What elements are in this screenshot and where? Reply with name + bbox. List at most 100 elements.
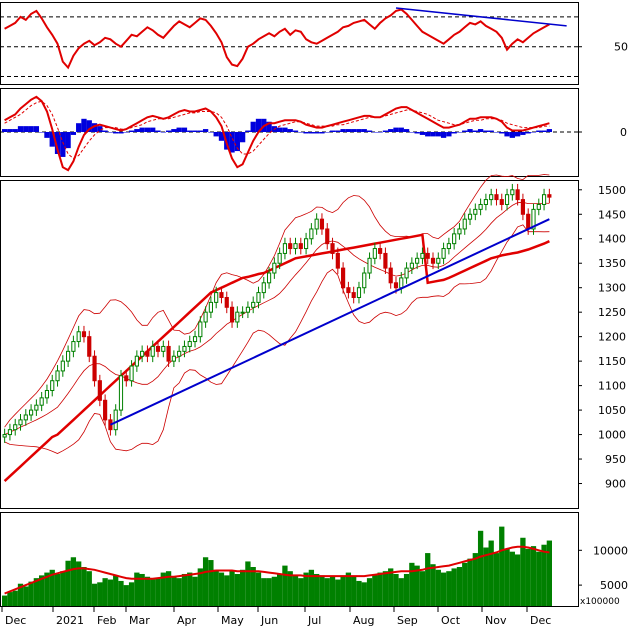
volume-bar: [7, 592, 13, 606]
macd-histogram-bar: [446, 132, 452, 137]
volume-bar: [118, 580, 124, 606]
macd-histogram-bar: [382, 130, 389, 132]
price-tick-label: 1450: [598, 208, 626, 221]
candle-body: [182, 345, 187, 352]
volume-bar: [113, 575, 119, 606]
candle-body: [462, 218, 467, 230]
volume-bar: [17, 583, 24, 606]
volume-bar: [91, 583, 98, 606]
x-tick-label: Jul: [307, 614, 321, 627]
candle-body: [515, 189, 520, 201]
volume-bar: [530, 546, 537, 606]
x-tick-label: Feb: [97, 614, 116, 627]
macd-histogram-bar: [467, 129, 473, 132]
candle-body: [499, 199, 504, 205]
volume-bar: [414, 565, 420, 606]
candle-body: [245, 306, 250, 313]
macd-histogram-bar: [2, 129, 8, 132]
volume-bar: [366, 578, 373, 606]
macd-histogram-bar: [425, 132, 431, 137]
candle-body: [208, 301, 213, 313]
macd-histogram-bar: [229, 132, 235, 153]
x-tick-label: Apr: [177, 614, 197, 627]
candle-body: [536, 203, 541, 210]
volume-bar: [398, 578, 404, 606]
candle-body: [187, 341, 192, 347]
volume-bar: [382, 571, 389, 606]
x-tick-label: Jun: [260, 614, 278, 627]
macd-histogram-bar: [192, 130, 198, 132]
volume-bar: [520, 537, 526, 606]
volume-bar: [388, 568, 394, 606]
price-ma-long: [3, 233, 550, 483]
price-tick-label: 1300: [598, 282, 626, 295]
volume-bar: [239, 569, 246, 606]
x-tick-label: May: [221, 614, 244, 627]
candle-body: [420, 252, 425, 259]
candle-body: [124, 375, 129, 382]
candle-body: [430, 257, 436, 264]
candle-body: [224, 296, 229, 308]
candle-body: [219, 292, 224, 298]
volume-ma-line: [4, 545, 550, 595]
volume-bar: [477, 530, 484, 606]
macd-histogram-bar: [134, 129, 140, 132]
volume-bar: [33, 578, 40, 606]
candle-body: [304, 238, 309, 250]
x-tick-label: Dec: [530, 614, 551, 627]
price-tick-label: 1350: [598, 257, 626, 270]
macd-histogram-bar: [160, 132, 166, 133]
macd-histogram-bar: [314, 132, 320, 134]
volume-bar: [514, 554, 521, 606]
x-tick-label: Sep: [397, 614, 418, 627]
volume-bar: [298, 578, 304, 606]
price-tick-label: 1050: [598, 404, 626, 417]
volume-bar: [70, 557, 77, 606]
macd-histogram-bar: [28, 126, 34, 132]
candle-body: [129, 365, 134, 382]
candle-body: [504, 194, 510, 205]
candle-body: [330, 243, 335, 254]
candle-body: [50, 380, 55, 392]
candle-body: [261, 282, 266, 294]
macd-histogram-bar: [218, 132, 225, 141]
candle-body: [526, 213, 531, 230]
volume-bar: [509, 551, 515, 606]
candle-body: [103, 399, 108, 421]
candle-body: [18, 419, 23, 426]
volume-bar: [255, 572, 262, 606]
macd-line: [4, 95, 550, 172]
volume-panel-frame: [0, 512, 579, 607]
volume-bar: [81, 567, 87, 606]
macd-histogram-bar: [97, 126, 103, 132]
macd-histogram-bar: [287, 129, 293, 132]
candle-body: [372, 248, 377, 259]
candle-body: [356, 287, 362, 298]
candle-body: [510, 189, 515, 196]
candle-body: [531, 208, 536, 230]
candle-body: [251, 301, 256, 308]
macd-histogram-bar: [493, 132, 500, 133]
candle-body: [34, 404, 39, 411]
macd-histogram-bar: [282, 127, 288, 132]
macd-histogram-bar: [277, 127, 283, 132]
macd-histogram-bar: [165, 130, 172, 132]
macd-histogram-bar: [239, 132, 246, 143]
candle-body: [473, 208, 478, 215]
candle-body: [367, 257, 372, 274]
volume-bar: [351, 576, 357, 606]
candle-body: [393, 282, 399, 289]
candle-body: [409, 262, 414, 269]
price-tick-label: 1500: [598, 184, 626, 197]
price-tick-label: 1250: [598, 306, 626, 319]
volume-bar: [123, 585, 129, 606]
volume-bar: [187, 572, 193, 606]
candle-body: [351, 292, 356, 298]
volume-bar: [28, 581, 34, 606]
candle-body: [39, 397, 44, 406]
volume-bar: [335, 579, 341, 606]
volume-bar: [361, 582, 367, 606]
volume-bar: [144, 576, 151, 606]
candle-body: [229, 306, 235, 323]
candle-body: [399, 277, 404, 289]
